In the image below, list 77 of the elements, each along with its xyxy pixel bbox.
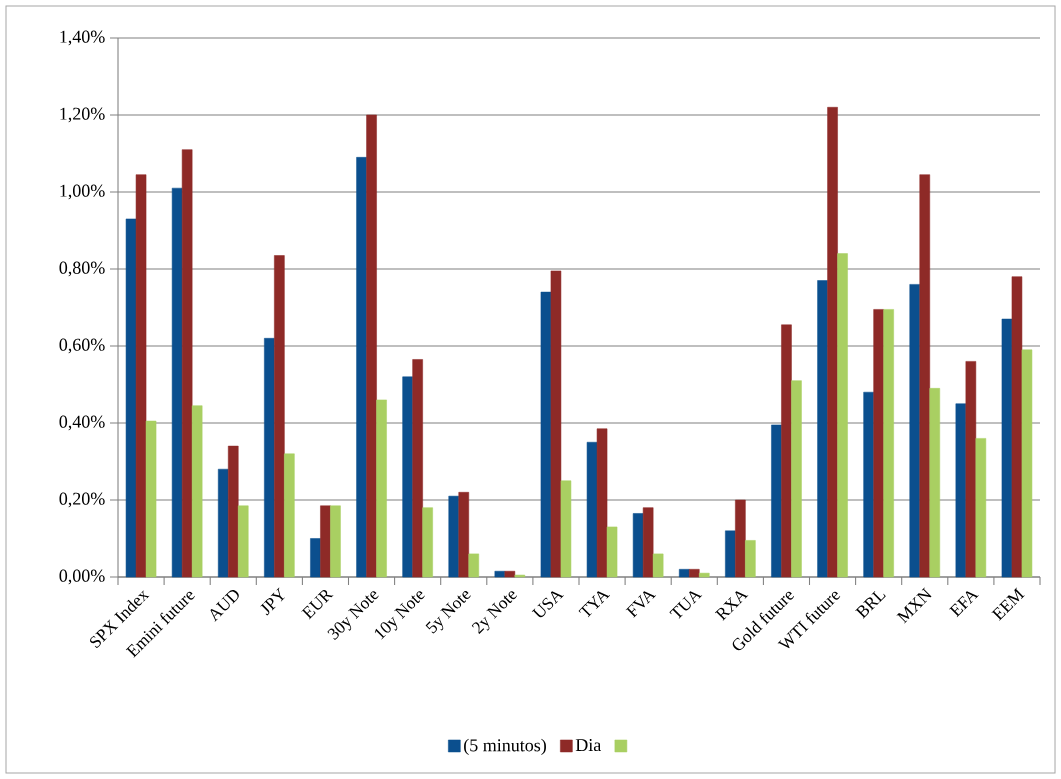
- bar: [540, 291, 552, 578]
- bar: [376, 399, 387, 578]
- bar: [725, 530, 736, 578]
- legend-label: (5 minutos): [464, 738, 546, 756]
- bar: [632, 513, 644, 578]
- x-tick-label: USA: [531, 591, 564, 618]
- bar: [468, 553, 480, 578]
- y-tick-label: 0,40%: [59, 415, 105, 431]
- bar: [145, 420, 157, 578]
- x-tick-label: JPY: [260, 587, 285, 616]
- legend-label: Dia: [575, 739, 602, 752]
- y-tick-label: 1,00%: [60, 184, 105, 200]
- bar: [330, 505, 341, 578]
- bar: [975, 438, 987, 578]
- bar: [678, 569, 690, 578]
- bar: [422, 507, 433, 578]
- bar: [191, 405, 203, 578]
- x-tick-label: 5y Note: [425, 591, 471, 634]
- bar: [837, 253, 848, 578]
- bar: [412, 359, 423, 578]
- x-tick-label: TUA: [669, 591, 703, 619]
- y-tick-label: 0,60%: [59, 338, 105, 354]
- bar: [237, 505, 249, 578]
- bar: [863, 391, 874, 578]
- bar: [458, 492, 470, 578]
- y-tick-label: 1,40%: [60, 30, 105, 46]
- bar: [771, 424, 782, 578]
- bar: [227, 445, 239, 578]
- bar: [274, 255, 285, 578]
- bar: [217, 468, 229, 578]
- bar: [135, 174, 147, 578]
- bar: [745, 540, 756, 578]
- bar: [883, 309, 894, 578]
- bar: [781, 324, 792, 578]
- bar: [929, 388, 941, 578]
- bar: [448, 495, 460, 578]
- bar: [320, 505, 331, 578]
- y-tick-label: 0,00%: [59, 569, 105, 585]
- bar: [560, 480, 572, 578]
- bar: [791, 380, 802, 578]
- bar: [873, 309, 884, 578]
- bar: [504, 570, 516, 578]
- bar: [1011, 276, 1023, 578]
- bar: [688, 569, 700, 578]
- x-tick-label: FVA: [625, 591, 657, 618]
- bar: [596, 428, 608, 578]
- bar: [817, 280, 828, 578]
- bar: [550, 270, 562, 578]
- bar: [1001, 318, 1013, 578]
- bar: [494, 570, 506, 578]
- bar: [402, 376, 413, 578]
- x-tick-label: TYA: [578, 591, 611, 618]
- bar: [965, 361, 977, 578]
- bar: [827, 107, 838, 578]
- bar: [586, 441, 598, 578]
- bar: [1021, 349, 1033, 578]
- bar: [955, 403, 967, 578]
- bar: [642, 507, 654, 578]
- bar: [909, 284, 921, 578]
- bar: [181, 149, 193, 578]
- bar: [919, 174, 931, 578]
- bar: [652, 553, 664, 578]
- y-tick-label: 0,80%: [59, 261, 105, 277]
- bar: [356, 157, 367, 578]
- bar: [366, 114, 377, 578]
- bar: [735, 499, 746, 578]
- x-tick-label: BRL: [855, 590, 886, 619]
- bar: [310, 538, 321, 578]
- y-tick-label: 0,20%: [59, 492, 105, 508]
- bar: [284, 453, 295, 578]
- bar: [125, 218, 137, 578]
- bar: [606, 526, 618, 578]
- x-tick-label: EFA: [949, 591, 979, 618]
- bar: [264, 338, 275, 578]
- x-tick-label: 2y Note: [471, 591, 517, 634]
- bar: [698, 572, 710, 578]
- y-tick-label: 1,20%: [60, 107, 105, 123]
